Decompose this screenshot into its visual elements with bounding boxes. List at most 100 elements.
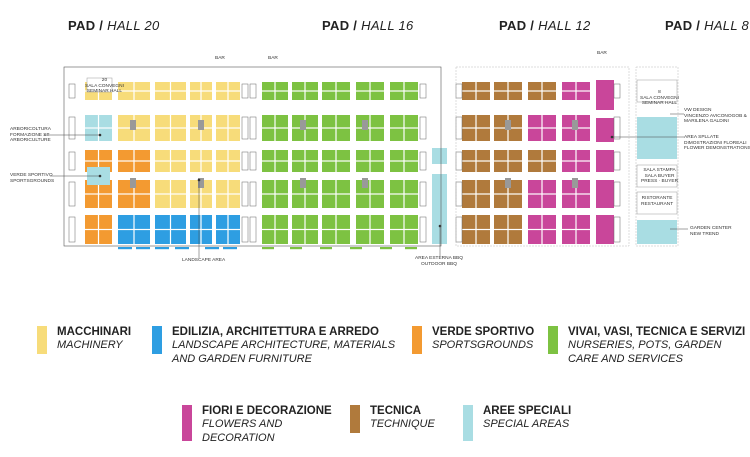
service-door bbox=[455, 151, 463, 171]
stand bbox=[155, 180, 170, 194]
pillar bbox=[198, 120, 204, 130]
stand bbox=[134, 150, 150, 161]
service-door bbox=[613, 151, 621, 171]
hall20-seminar-label: 20 SALA CONVEGNI SEMINAR HALL bbox=[85, 78, 124, 95]
stand bbox=[356, 161, 370, 172]
stand bbox=[216, 128, 228, 141]
service-door bbox=[249, 116, 257, 140]
stand bbox=[155, 150, 170, 161]
stand bbox=[596, 180, 614, 208]
marker bbox=[136, 247, 150, 250]
stand bbox=[356, 128, 370, 141]
stand bbox=[275, 215, 288, 229]
stand bbox=[542, 161, 556, 172]
stand bbox=[134, 82, 150, 91]
marker bbox=[175, 247, 189, 250]
stand bbox=[542, 128, 556, 141]
stand bbox=[262, 161, 275, 172]
stand bbox=[155, 128, 170, 141]
stand bbox=[201, 150, 212, 161]
stand bbox=[262, 128, 275, 141]
stand bbox=[190, 150, 201, 161]
stand bbox=[262, 194, 275, 208]
stand bbox=[390, 115, 404, 128]
legend-subtitle: TECHNIQUE bbox=[370, 418, 435, 430]
marker bbox=[405, 247, 417, 250]
stand bbox=[562, 230, 576, 244]
stand bbox=[576, 82, 590, 91]
outdoor-bbq-area bbox=[432, 174, 447, 244]
stand bbox=[262, 82, 275, 91]
stand bbox=[562, 128, 576, 141]
stand bbox=[305, 230, 318, 244]
stand bbox=[201, 91, 212, 100]
stand bbox=[508, 215, 522, 229]
stand bbox=[404, 180, 418, 194]
service-door bbox=[613, 83, 621, 99]
flower-demo-area bbox=[637, 117, 677, 159]
service-door bbox=[419, 116, 427, 140]
stand bbox=[508, 128, 522, 141]
leader-dot bbox=[98, 133, 102, 137]
stand bbox=[216, 215, 228, 229]
stand bbox=[322, 230, 336, 244]
legend-title: EDILIZIA, ARCHITETTURA E ARREDO bbox=[172, 326, 379, 338]
stand bbox=[508, 180, 522, 194]
stand bbox=[99, 215, 112, 229]
bar-label: BAR bbox=[215, 56, 225, 61]
stand bbox=[216, 180, 228, 194]
stand bbox=[576, 230, 590, 244]
service-door bbox=[241, 116, 249, 140]
stand bbox=[596, 118, 614, 142]
stand bbox=[404, 115, 418, 128]
stand bbox=[476, 115, 490, 128]
stand bbox=[336, 215, 350, 229]
stand bbox=[462, 180, 476, 194]
stand bbox=[134, 194, 150, 208]
legend-swatch bbox=[463, 405, 473, 441]
stand bbox=[390, 91, 404, 100]
stand bbox=[322, 82, 336, 91]
stand bbox=[476, 161, 490, 172]
stand bbox=[462, 128, 476, 141]
stand bbox=[390, 194, 404, 208]
stand bbox=[155, 82, 170, 91]
pad-label: PAD / bbox=[322, 18, 362, 33]
stand bbox=[190, 230, 201, 244]
stand bbox=[562, 91, 576, 100]
stand bbox=[134, 115, 150, 128]
stand bbox=[85, 150, 98, 161]
stand bbox=[370, 115, 384, 128]
stand bbox=[542, 115, 556, 128]
stand bbox=[216, 230, 228, 244]
pad-label: PAD / bbox=[665, 18, 705, 33]
stand bbox=[99, 128, 112, 141]
hall-8-title: PAD / HALL 8 bbox=[665, 18, 749, 33]
stand bbox=[305, 91, 318, 100]
service-door bbox=[68, 216, 76, 243]
hall-12-outline bbox=[455, 66, 630, 247]
stand bbox=[576, 150, 590, 161]
stand bbox=[262, 91, 275, 100]
stand bbox=[292, 91, 305, 100]
stand bbox=[476, 150, 490, 161]
garden-center-label: GARDEN CENTER NEW TREND bbox=[690, 226, 732, 237]
service-door bbox=[419, 181, 427, 207]
stand bbox=[528, 115, 542, 128]
stand bbox=[542, 91, 556, 100]
stand bbox=[370, 215, 384, 229]
stand bbox=[576, 115, 590, 128]
stand bbox=[201, 115, 212, 128]
floor-plan-map bbox=[44, 66, 688, 258]
service-door bbox=[68, 116, 76, 140]
stand bbox=[476, 180, 490, 194]
service-door bbox=[455, 116, 463, 140]
stand bbox=[190, 215, 201, 229]
stand bbox=[356, 150, 370, 161]
hall8-seminar-label: 8 SALA CONVEGNI SEMINAR HALL bbox=[640, 90, 679, 107]
flower-demonstrations-label: AREA SPLLATE DIMOSTRAZIONI FLOREALI FLOW… bbox=[684, 135, 750, 152]
stand bbox=[528, 180, 542, 194]
stand bbox=[404, 82, 418, 91]
pillar bbox=[362, 120, 368, 130]
legend-swatch bbox=[152, 326, 162, 354]
